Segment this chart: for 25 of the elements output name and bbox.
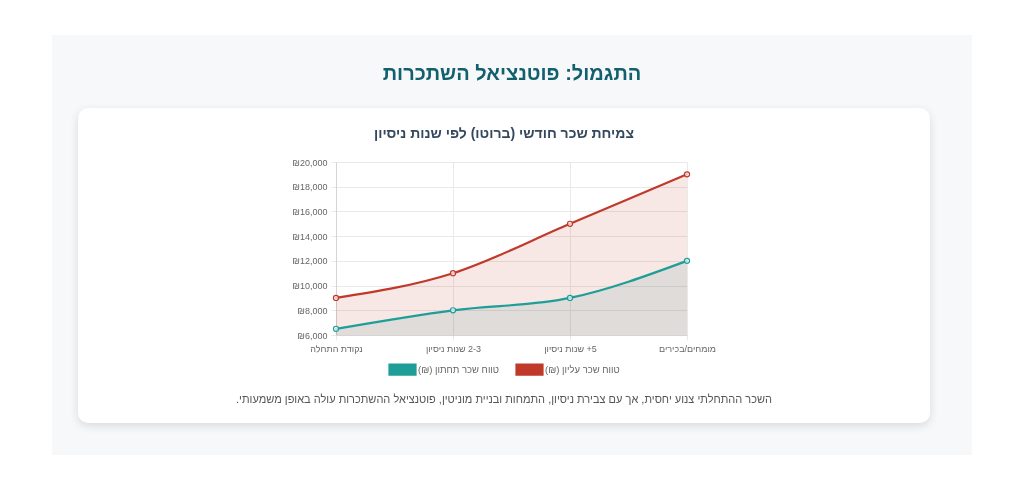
chart-title: התגמול: פוטנציאל השתכרות [382, 62, 642, 84]
point [683, 171, 691, 178]
text: השכר ההתחלתי צנוע יחסית, אך עם צבירת ניסיון, התמחות ובניית מוניטין, פוטנציאל ההשתכרות עולה באופן משמעותי. [236, 393, 772, 405]
y-tick-label: ₪16,000 [292, 206, 328, 217]
y-tick-label: ₪14,000 [292, 231, 328, 242]
x-tick-label: 5+ שנות ניסיון [544, 343, 597, 354]
x-tick-label: 2-3 שנות ניסיון [425, 343, 482, 354]
point [449, 307, 457, 314]
legend-label: טווח שכר עליון (₪) [545, 363, 620, 375]
x-tick-label: מומחים/בכירים [659, 343, 716, 354]
y-tick-label: ₪20,000 [292, 157, 328, 168]
y-tick-label: ₪18,000 [292, 182, 328, 193]
y-tick-label: ₪6,000 [297, 330, 328, 341]
y-tick-label: ₪10,000 [292, 281, 328, 292]
chart-subtitle: צמיחת שכר חודשי (ברוטו) לפי שנות ניסיון [373, 125, 635, 141]
point [566, 294, 574, 302]
point [332, 294, 340, 302]
y-tick-label: ₪12,000 [292, 256, 328, 267]
point [683, 257, 691, 264]
point [566, 220, 574, 227]
point [332, 325, 340, 332]
y-tick-label: ₪8,000 [297, 305, 328, 316]
x-tick-label: נקודת התחלה [310, 343, 363, 354]
point [449, 270, 457, 277]
legend-label: טווח שכר תחתון (₪) [418, 363, 500, 375]
